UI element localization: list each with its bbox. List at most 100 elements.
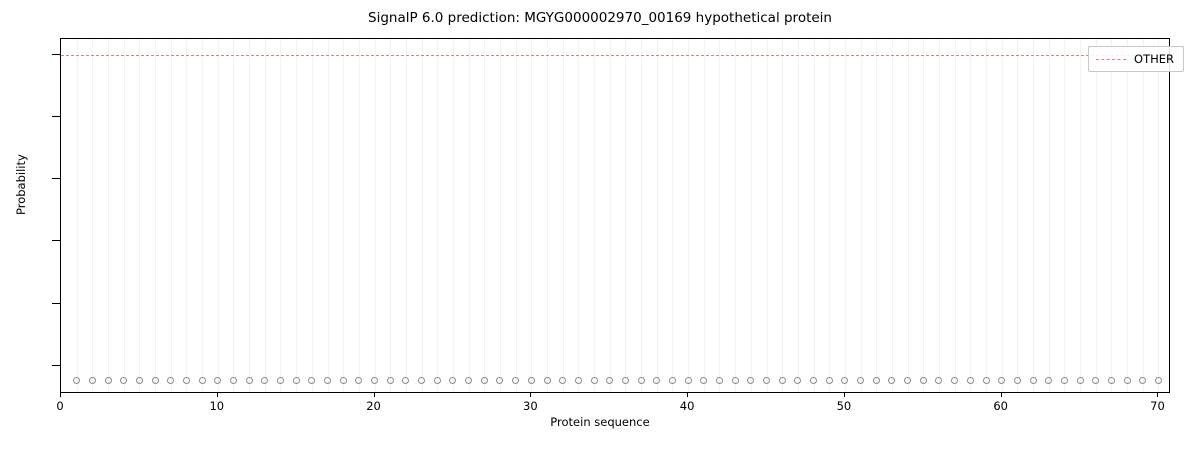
x-axis-tick-label: 20 [366,399,381,413]
residue-marker [778,377,786,385]
grid-line [484,39,486,392]
residue-marker [386,377,394,385]
grid-line [578,39,580,392]
y-axis-tick [52,178,60,180]
residue-marker [433,377,441,385]
grid-line [891,39,893,392]
residue-marker [1092,377,1100,385]
x-axis-tick-label: 10 [209,399,225,413]
residue-marker [1123,377,1131,385]
y-axis: 0.00.20.40.60.81.0 [52,38,1170,393]
grid-line [468,39,470,392]
residue-marker [621,377,629,385]
grid-line [515,39,517,392]
residue-marker [606,377,614,385]
grid-line [499,39,501,392]
residue-marker [1154,377,1162,385]
grid-line [813,39,815,392]
x-axis-tick-label: 70 [1150,399,1165,413]
residue-marker [857,377,865,385]
grid-line [625,39,627,392]
residue-marker [198,377,206,385]
residue-marker [339,377,347,385]
x-axis-tick-label: 40 [679,399,695,413]
residue-marker [700,377,708,385]
grid-line [1064,39,1066,392]
x-axis-tick [530,393,532,397]
y-axis-label: Probability [14,154,28,215]
grid-line [797,39,799,392]
grid-line [123,39,125,392]
x-axis-tick [1000,393,1002,397]
grid-line [609,39,611,392]
grid-line [108,39,110,392]
residue-marker [527,377,535,385]
residue-marker [402,377,410,385]
grid-line [217,39,219,392]
grid-line [594,39,596,392]
residue-marker [371,377,379,385]
chart-title: SignalP 6.0 prediction: MGYG000002970_00… [368,10,832,26]
grid-line [766,39,768,392]
residue-marker [1045,377,1053,385]
residue-marker [559,377,567,385]
residue-marker [1013,377,1021,385]
x-axis-tick [687,393,689,397]
grid-line [139,39,141,392]
grid-line [1001,39,1003,392]
x-axis-tick [60,393,61,397]
grid-line [829,39,831,392]
y-axis-tick [52,364,60,366]
grid-line [452,39,454,392]
residue-marker [73,377,81,385]
grid-line [750,39,752,392]
x-axis-tick-label: 60 [993,399,1008,413]
residue-marker [229,377,237,385]
y-axis-tick [52,53,60,55]
residue-marker [966,377,974,385]
residue-marker [982,377,990,385]
legend-line-other [1096,58,1127,60]
x-axis: 0 10 20 30 40 50 60 70 [56,393,1170,433]
residue-marker [684,377,692,385]
grid-line [1142,39,1144,392]
grid-line [155,39,157,392]
grid-line [405,39,407,392]
x-axis-tick [843,393,845,397]
grid-line [249,39,251,392]
grid-line [374,39,376,392]
residue-marker [951,377,959,385]
grid-line [1127,39,1129,392]
residue-marker [104,377,112,385]
residue-marker [292,377,300,385]
grid-line [280,39,282,392]
residue-marker [872,377,880,385]
residue-marker [637,377,645,385]
residue-marker [543,377,551,385]
grid-line [938,39,940,392]
grid-line [1111,39,1113,392]
residue-marker [151,377,159,385]
residue-marker [1060,377,1068,385]
residue-marker [919,377,927,385]
residue-marker [731,377,739,385]
grid-line [264,39,266,392]
grid-line [844,39,846,392]
residue-marker [308,377,316,385]
grid-line [703,39,705,392]
residue-marker [935,377,943,385]
x-axis-tick-label: 0 [56,399,64,413]
x-axis-tick [373,393,375,397]
residue-marker [888,377,896,385]
residue-marker [245,377,253,385]
grid-line [672,39,674,392]
residue-marker [449,377,457,385]
legend: OTHER [1088,46,1184,72]
grid-line [970,39,972,392]
legend-label-other: OTHER [1134,52,1174,66]
residue-marker [841,377,849,385]
grid-line [656,39,658,392]
grid-line [390,39,392,392]
grid-line [688,39,690,392]
grid-line [186,39,188,392]
